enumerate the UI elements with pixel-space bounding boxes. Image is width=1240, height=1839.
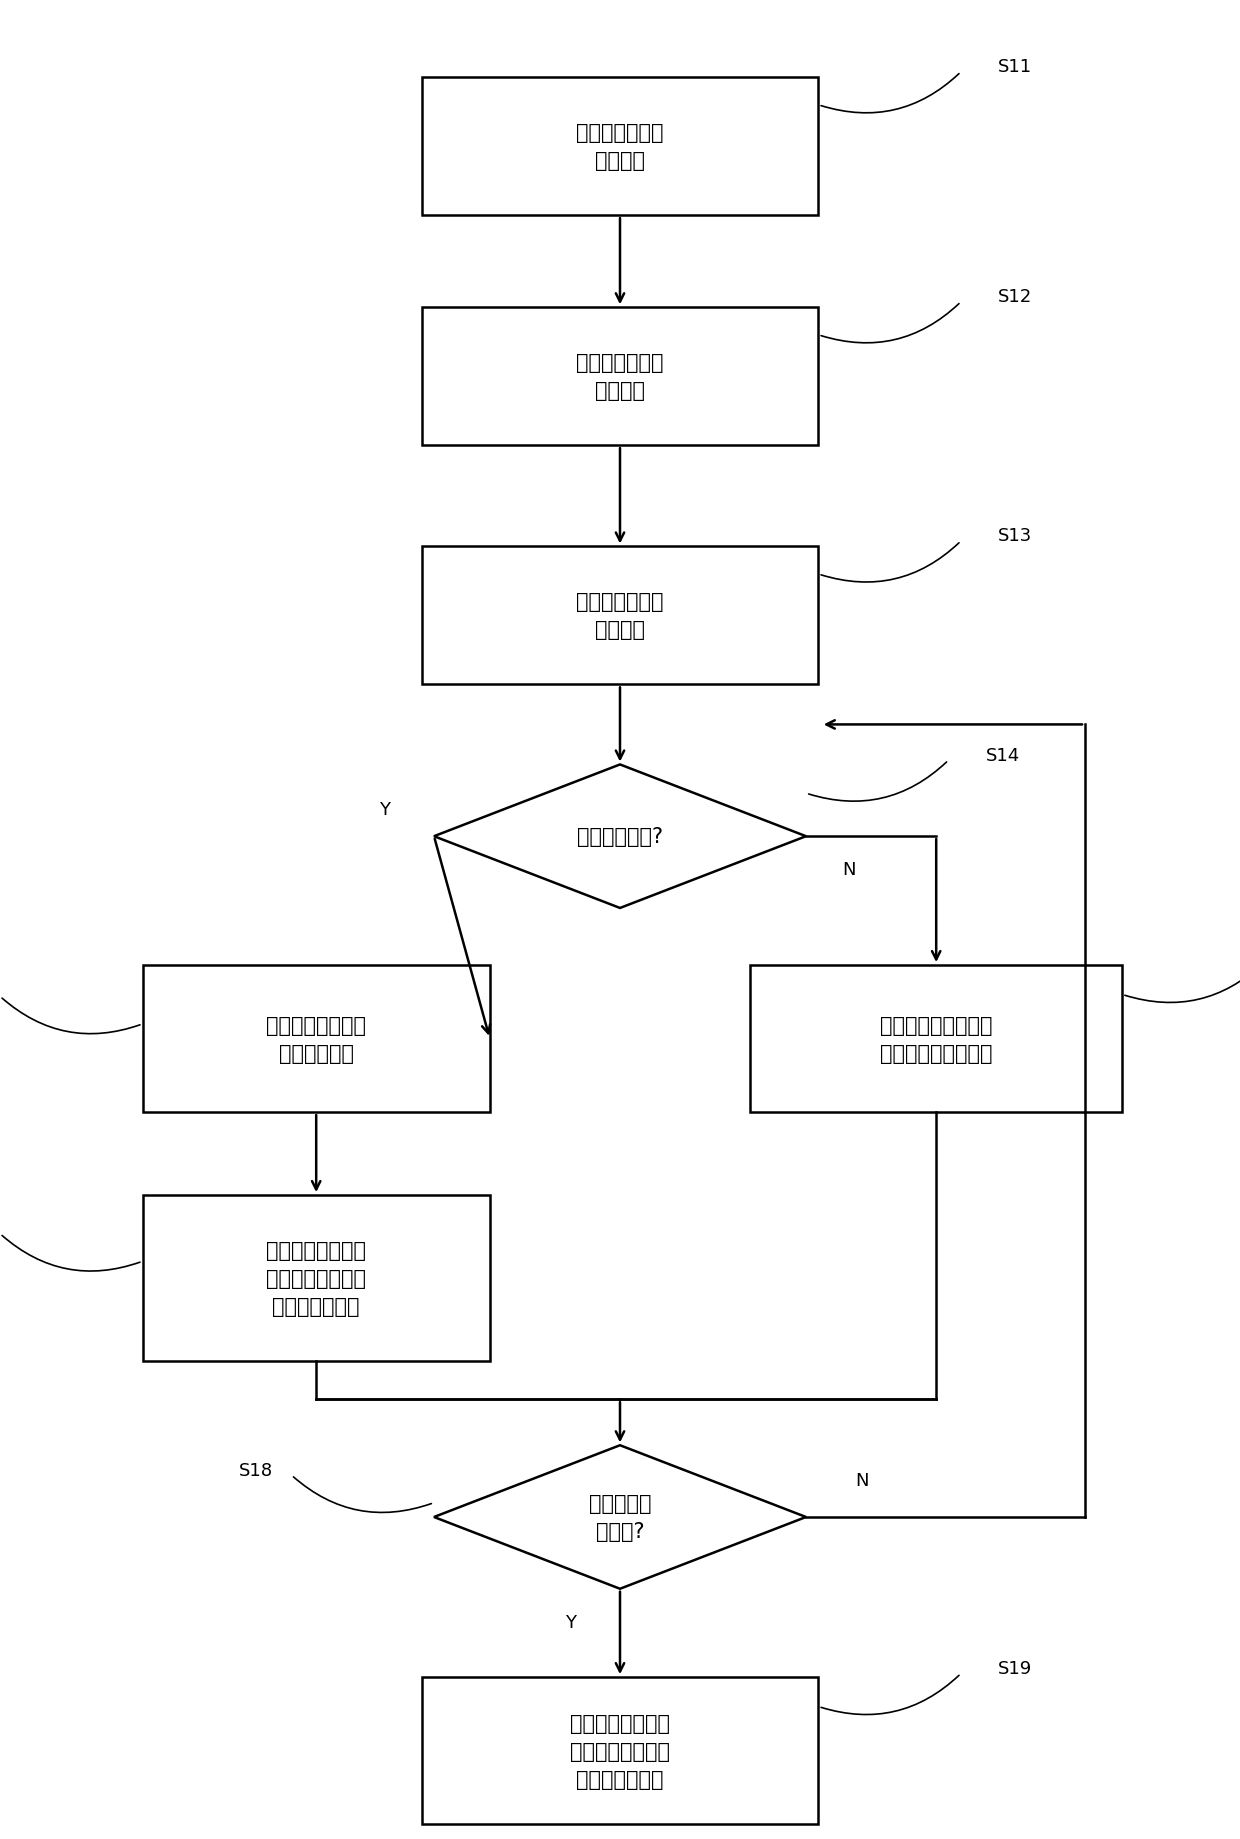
Bar <box>422 1677 818 1824</box>
Bar <box>750 965 1122 1113</box>
Text: S11: S11 <box>998 59 1033 75</box>
Bar <box>143 965 490 1113</box>
Text: Y: Y <box>565 1613 575 1631</box>
Text: N: N <box>843 861 856 879</box>
Text: N: N <box>856 1471 868 1490</box>
Text: 该设备端设
置完成?: 该设备端设 置完成? <box>589 1493 651 1541</box>
Text: S12: S12 <box>998 289 1033 305</box>
Text: 发送新的授权清单
到设备端，覆盖其
原先的授权清单: 发送新的授权清单 到设备端，覆盖其 原先的授权清单 <box>570 1712 670 1789</box>
Text: 调出该设备端的
授权清单: 调出该设备端的 授权清单 <box>577 592 663 640</box>
Text: S13: S13 <box>998 528 1033 544</box>
Text: S14: S14 <box>986 747 1021 763</box>
Text: S18: S18 <box>238 1460 273 1479</box>
Text: 取得需要取得授权
的身份识别码: 取得需要取得授权 的身份识别码 <box>267 1015 366 1063</box>
Polygon shape <box>434 765 806 908</box>
Text: 将取得的身份识别
码中的一个或多个
加入到授权清单: 将取得的身份识别 码中的一个或多个 加入到授权清单 <box>267 1239 366 1317</box>
Text: 删除授权清单上的一
个或多个身份识别码: 删除授权清单上的一 个或多个身份识别码 <box>880 1015 992 1063</box>
Bar <box>422 546 818 684</box>
Bar <box>422 307 818 445</box>
Text: 取得当前可用设
备端清单: 取得当前可用设 备端清单 <box>577 123 663 171</box>
Text: 选择一个当前可
用设备端: 选择一个当前可 用设备端 <box>577 353 663 401</box>
Text: Y: Y <box>379 800 389 818</box>
Bar <box>422 77 818 215</box>
Bar <box>143 1195 490 1361</box>
Text: S19: S19 <box>998 1659 1033 1677</box>
Polygon shape <box>434 1445 806 1589</box>
Text: 增加授权人员?: 增加授权人员? <box>577 828 663 846</box>
